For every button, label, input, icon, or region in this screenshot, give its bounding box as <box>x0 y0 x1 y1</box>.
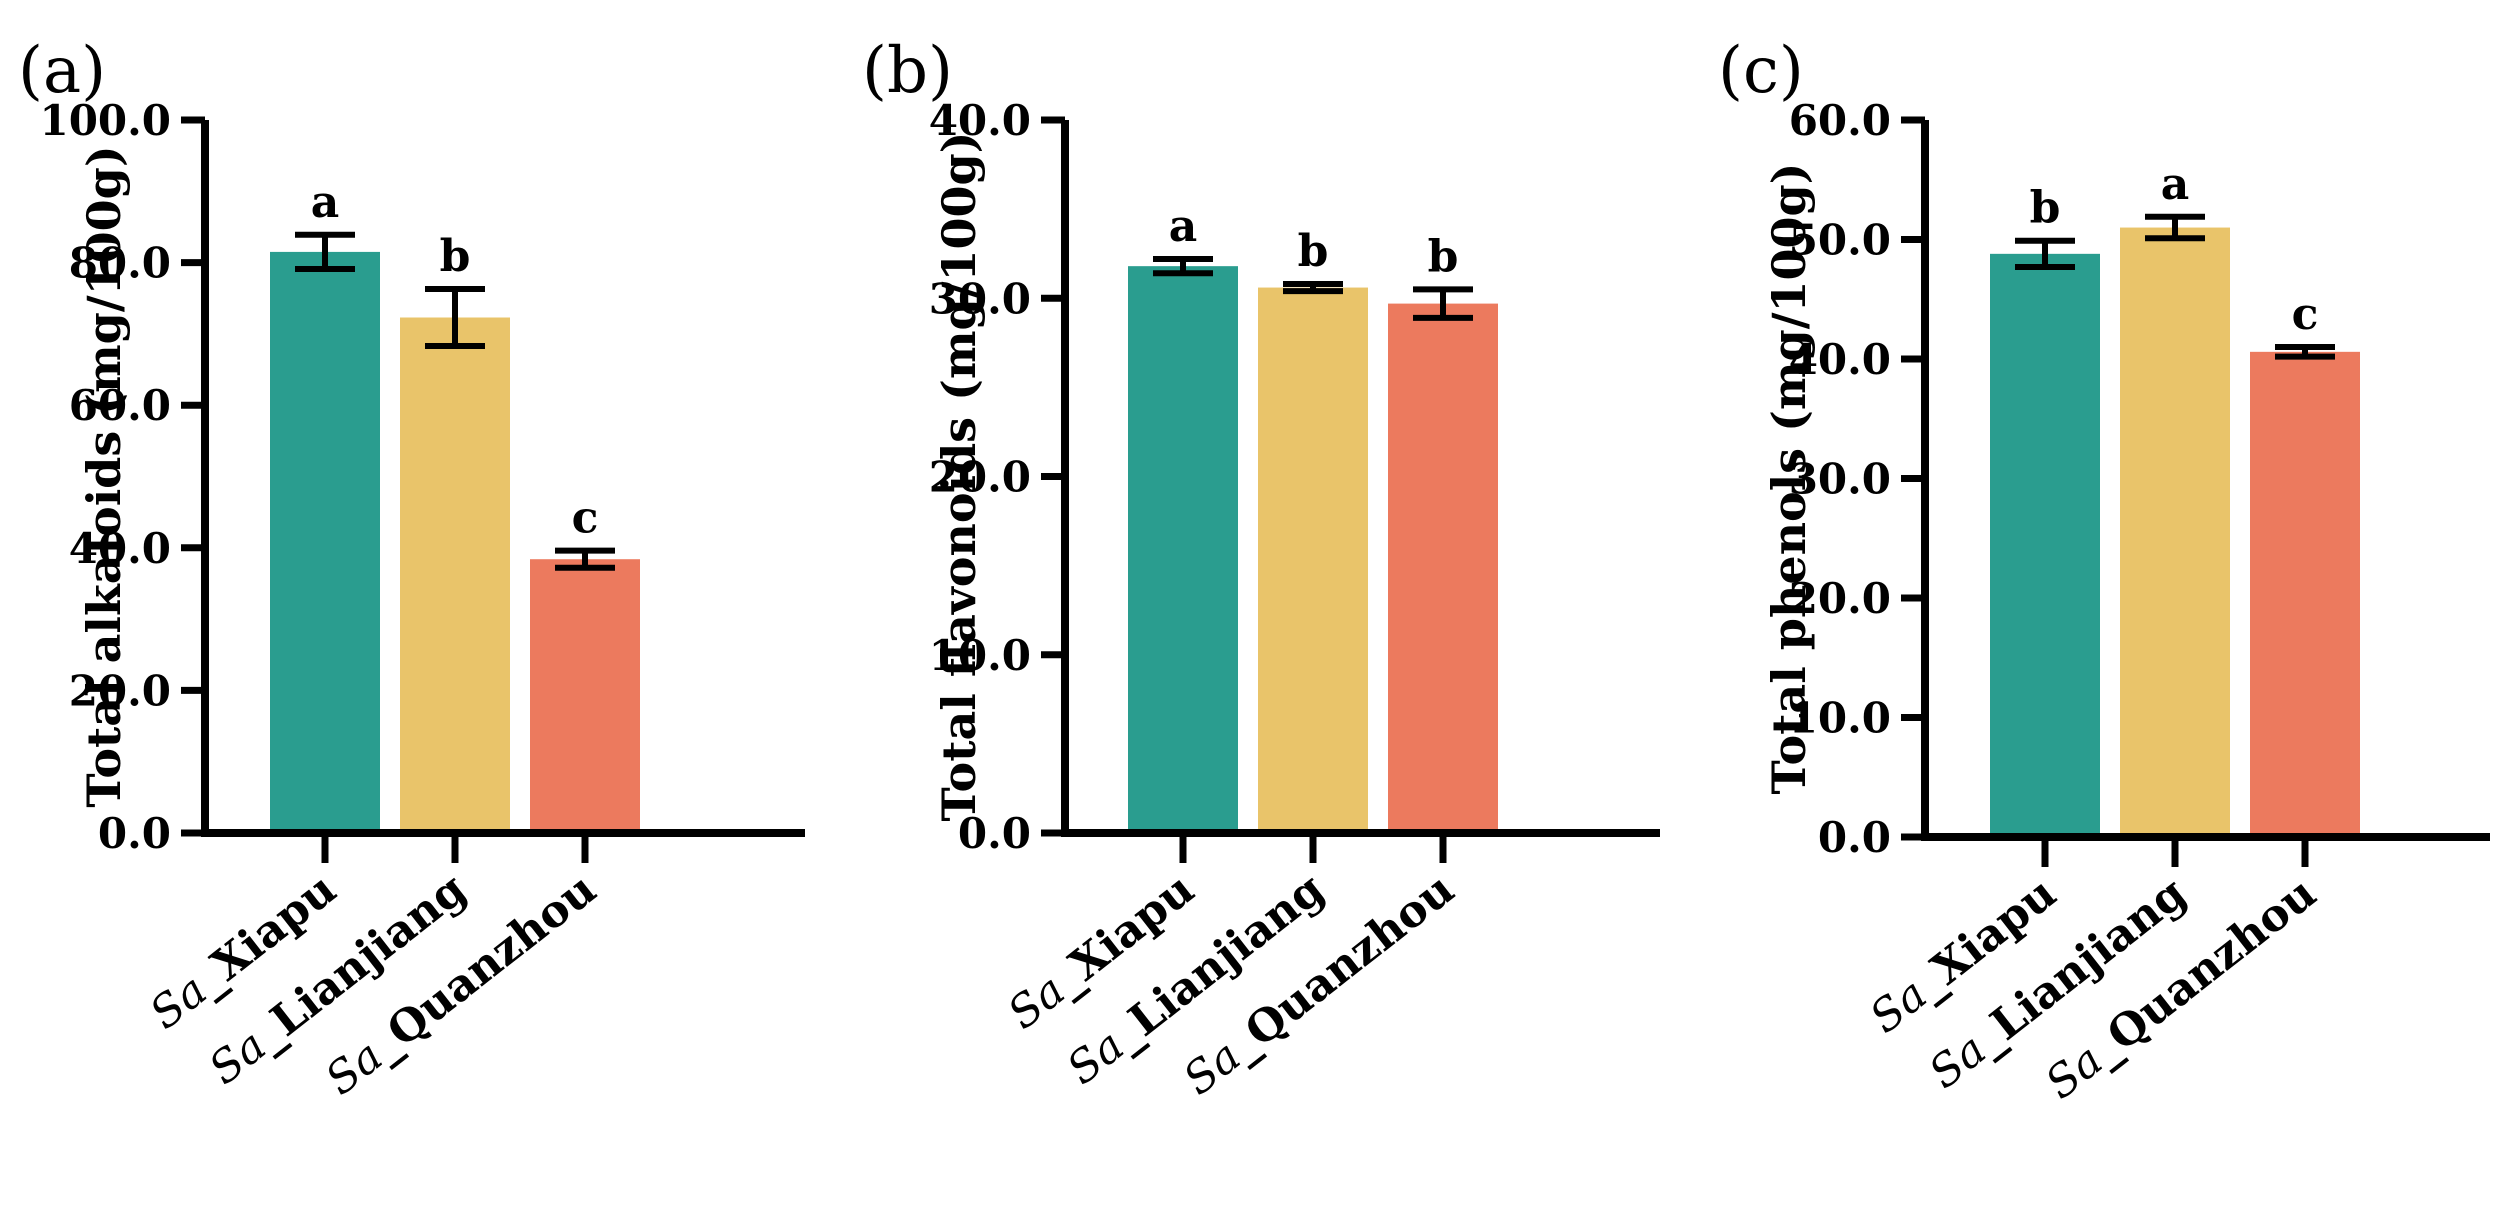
significance-label: a <box>311 177 340 228</box>
category-name: _Quanzhou <box>2081 867 2326 1074</box>
bar <box>270 251 380 829</box>
bar <box>2250 351 2360 833</box>
y-tick-label: 60.0 <box>1789 96 1891 145</box>
bar <box>400 317 510 829</box>
y-tick-label: 0.0 <box>1818 813 1891 862</box>
y-axis-label: Total flavonoids (mg/100g) <box>932 132 986 822</box>
category-name: _Quanzhou <box>1219 863 1464 1070</box>
category-name: _Quanzhou <box>361 863 606 1070</box>
bar <box>1128 266 1238 829</box>
y-tick-label: 20.0 <box>69 666 171 715</box>
chart-panel-3: (c) 0.0 10.0 20.0 30.0 40.0 50.0 60.0 Total phen… <box>1718 34 2490 1109</box>
y-tick-label: 80.0 <box>69 239 171 288</box>
bar <box>2120 227 2230 834</box>
significance-label: a <box>2161 159 2190 210</box>
y-tick-label: 40.0 <box>1789 335 1891 384</box>
y-axis-label: Total phenols (mg/100g) <box>1762 163 1816 795</box>
y-tick-label: 0.0 <box>958 809 1031 858</box>
significance-label: c <box>572 493 599 544</box>
y-tick-label: 60.0 <box>69 381 171 430</box>
y-tick-label: 20.0 <box>1789 574 1891 623</box>
significance-label: b <box>1298 226 1329 277</box>
significance-label: a <box>1169 201 1198 252</box>
significance-label: b <box>2030 183 2061 234</box>
y-tick-label: 30.0 <box>1789 455 1891 504</box>
y-tick-label: 50.0 <box>1789 216 1891 265</box>
significance-label: b <box>440 231 471 282</box>
y-axis-label: Total alkaloids (mg/100g) <box>77 145 131 807</box>
y-tick-label: 40.0 <box>69 524 171 573</box>
y-tick-label: 40.0 <box>929 96 1031 145</box>
y-tick-label: 100.0 <box>39 96 171 145</box>
panel-letter: (c) <box>1718 34 1804 108</box>
bar <box>1258 287 1368 829</box>
y-tick-label: 10.0 <box>1789 694 1891 743</box>
y-tick-label: 10.0 <box>929 631 1031 680</box>
panel-letter: (b) <box>862 34 953 108</box>
y-tick-label: 30.0 <box>929 274 1031 323</box>
y-tick-label: 0.0 <box>98 809 171 858</box>
significance-label: c <box>2292 289 2319 340</box>
significance-label: b <box>1428 231 1459 282</box>
bar <box>1990 253 2100 834</box>
bar <box>1388 303 1498 829</box>
y-tick-label: 20.0 <box>929 453 1031 502</box>
panel-letter: (a) <box>18 34 106 108</box>
bar <box>530 559 640 829</box>
